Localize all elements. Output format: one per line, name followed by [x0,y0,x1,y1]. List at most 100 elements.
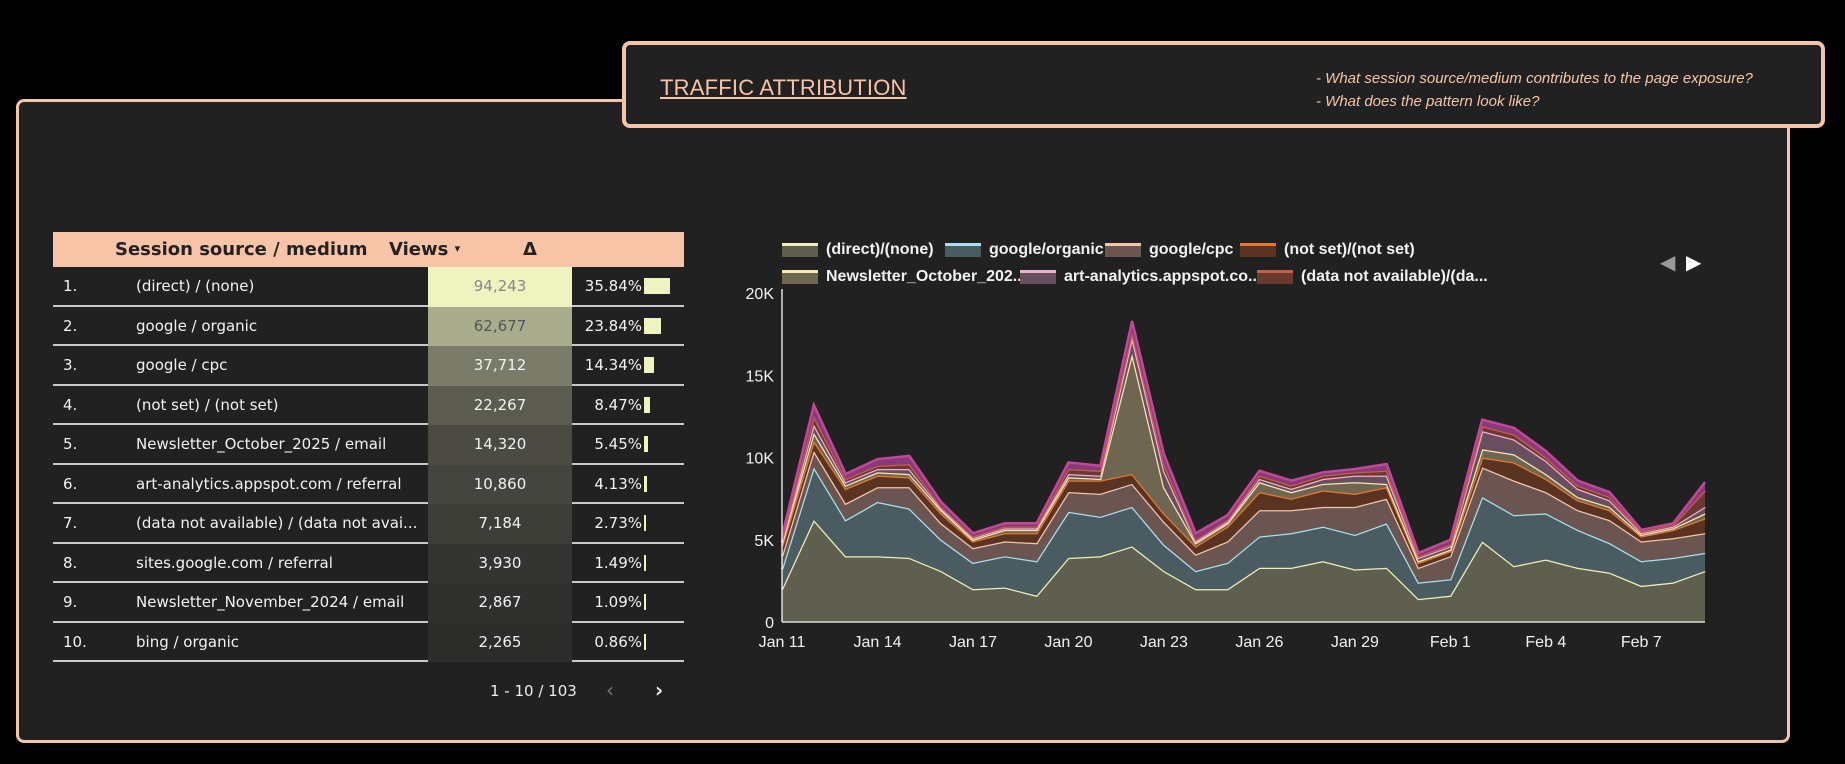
row-views: 62,677 [473,316,527,335]
row-index: 2. [63,316,78,335]
y-tick-label: 5K [754,533,774,550]
legend-swatch [782,269,818,284]
row-views: 3,930 [478,553,522,572]
page-title: TRAFFIC ATTRIBUTION [660,75,907,100]
legend-swatch [1257,269,1293,284]
row-delta: 4.13% [594,474,642,493]
table-row[interactable]: 10. bing / organic 2,265 0.86% [53,622,684,662]
row-source: google / organic [136,316,258,335]
y-tick-label: 10K [746,451,775,468]
row-index: 3. [63,356,78,374]
legend-item[interactable]: art-analytics.appspot.co... [1020,268,1261,286]
row-delta-bar [644,357,655,373]
row-source: (data not available) / (data not avai... [136,514,418,532]
legend-item[interactable]: (direct)/(none) [782,241,934,259]
row-views-cell: 2,867 [428,583,572,623]
legend-item[interactable]: google/organic [945,241,1104,259]
row-views-cell: 37,712 [428,346,572,386]
row-delta: 14.34% [584,356,642,374]
legend-label: Newsletter_October_202... [826,268,1027,285]
dashboard-panel [16,99,1790,743]
legend-item[interactable]: Newsletter_October_202... [782,268,1026,286]
row-delta-bar [644,594,646,610]
row-views-cell: 7,184 [428,504,572,544]
x-tick-label: Feb 4 [1525,634,1566,651]
row-delta: 0.86% [594,632,642,651]
table-row[interactable]: 2. google / organic 62,677 23.84% [53,306,684,346]
row-delta: 35.84% [584,277,642,295]
column-header-source[interactable]: Session source / medium [115,239,368,260]
table-row[interactable]: 9. Newsletter_November_2024 / email 2,86… [53,583,684,623]
pagination-range: 1 - 10 / 103 [490,682,577,700]
row-source: (direct) / (none) [136,277,255,295]
area-series-0 [782,520,1705,622]
row-views: 22,267 [473,395,527,414]
x-tick-label: Jan 11 [759,634,806,651]
triangle-right-icon[interactable]: ▶ [1686,250,1702,274]
row-delta-bar [644,278,670,294]
row-delta: 8.47% [594,395,642,414]
row-index: 5. [63,435,78,453]
table-row[interactable]: 1. (direct) / (none) 94,243 35.84% [53,267,684,307]
x-tick-label: Jan 26 [1235,634,1283,651]
x-tick-label: Jan 29 [1331,634,1379,651]
row-views: 7,184 [478,514,522,532]
table-header: Session source / medium Views ▾ Δ [53,232,684,267]
row-views-cell: 94,243 [428,267,572,307]
row-delta: 1.49% [594,553,642,572]
source-medium-table: Session source / medium Views ▾ Δ 1. (di… [53,232,684,662]
table-row[interactable]: 4. (not set) / (not set) 22,267 8.47% [53,385,684,425]
legend-swatch [1240,242,1276,257]
row-index: 8. [63,553,78,572]
question-1: - What session source/medium contributes… [1316,70,1753,87]
legend-item[interactable]: google/cpc [1105,241,1233,259]
row-source: Newsletter_October_2025 / email [136,435,387,453]
x-tick-label: Jan 14 [853,634,901,651]
table-row[interactable]: 3. google / cpc 37,712 14.34% [53,346,684,386]
table-row[interactable]: 8. sites.google.com / referral 3,930 1.4… [53,543,684,583]
table-row[interactable]: 7. (data not available) / (data not avai… [53,504,684,544]
x-tick-label: Feb 1 [1430,634,1471,651]
row-views: 2,867 [478,593,522,611]
legend-swatch [782,242,818,257]
row-index: 6. [63,474,78,493]
legend-item[interactable]: (data not available)/(da... [1257,268,1488,286]
row-delta-bar [644,633,646,650]
column-header-views[interactable]: Views ▾ [389,239,460,260]
traffic-area-chart: (direct)/(none) google/organic google/cpc (… [700,230,1780,670]
area-series-2 [782,450,1705,583]
area-series-5 [782,337,1705,562]
row-source: Newsletter_November_2024 / email [136,593,405,611]
chart-plot: 0 5K 10K 15K 20K Jan 11 Jan 14 Jan 17 Jan 20 Jan … [746,286,1706,651]
chevron-right-icon[interactable]: › [655,678,664,702]
row-views: 10,860 [473,474,527,493]
row-delta: 2.73% [594,514,642,532]
row-views: 37,712 [473,356,527,374]
row-source: google / cpc [136,356,228,374]
row-index: 1. [63,277,78,295]
questions: - What session source/medium contributes… [1316,67,1753,113]
table-row[interactable]: 6. art-analytics.appspot.com / referral … [53,464,684,504]
row-source: sites.google.com / referral [136,553,333,572]
row-delta-bar [644,436,648,452]
table-row[interactable]: 5. Newsletter_October_2025 / email 14,32… [53,425,684,465]
legend-label: (not set)/(not set) [1284,241,1415,258]
triangle-left-icon[interactable]: ◀ [1660,250,1676,274]
chevron-left-icon[interactable]: ‹ [606,678,614,702]
legend-swatch [945,242,981,257]
y-tick-label: 0 [765,615,774,632]
x-tick-label: Jan 23 [1140,634,1188,651]
row-views: 14,320 [473,435,527,453]
legend-label: art-analytics.appspot.co... [1064,268,1262,285]
question-2: - What does the pattern look like? [1316,93,1540,110]
x-tick-label: Feb 7 [1621,634,1662,651]
area-series-1 [782,467,1705,599]
legend-item[interactable]: (not set)/(not set) [1240,241,1415,259]
y-tick-label: 15K [746,368,775,385]
row-delta: 23.84% [584,316,642,335]
series-line-7 [780,320,1706,555]
row-source: bing / organic [136,632,240,651]
row-views: 94,243 [473,277,527,295]
column-header-delta[interactable]: Δ [523,239,537,260]
legend-swatch [1020,269,1056,284]
